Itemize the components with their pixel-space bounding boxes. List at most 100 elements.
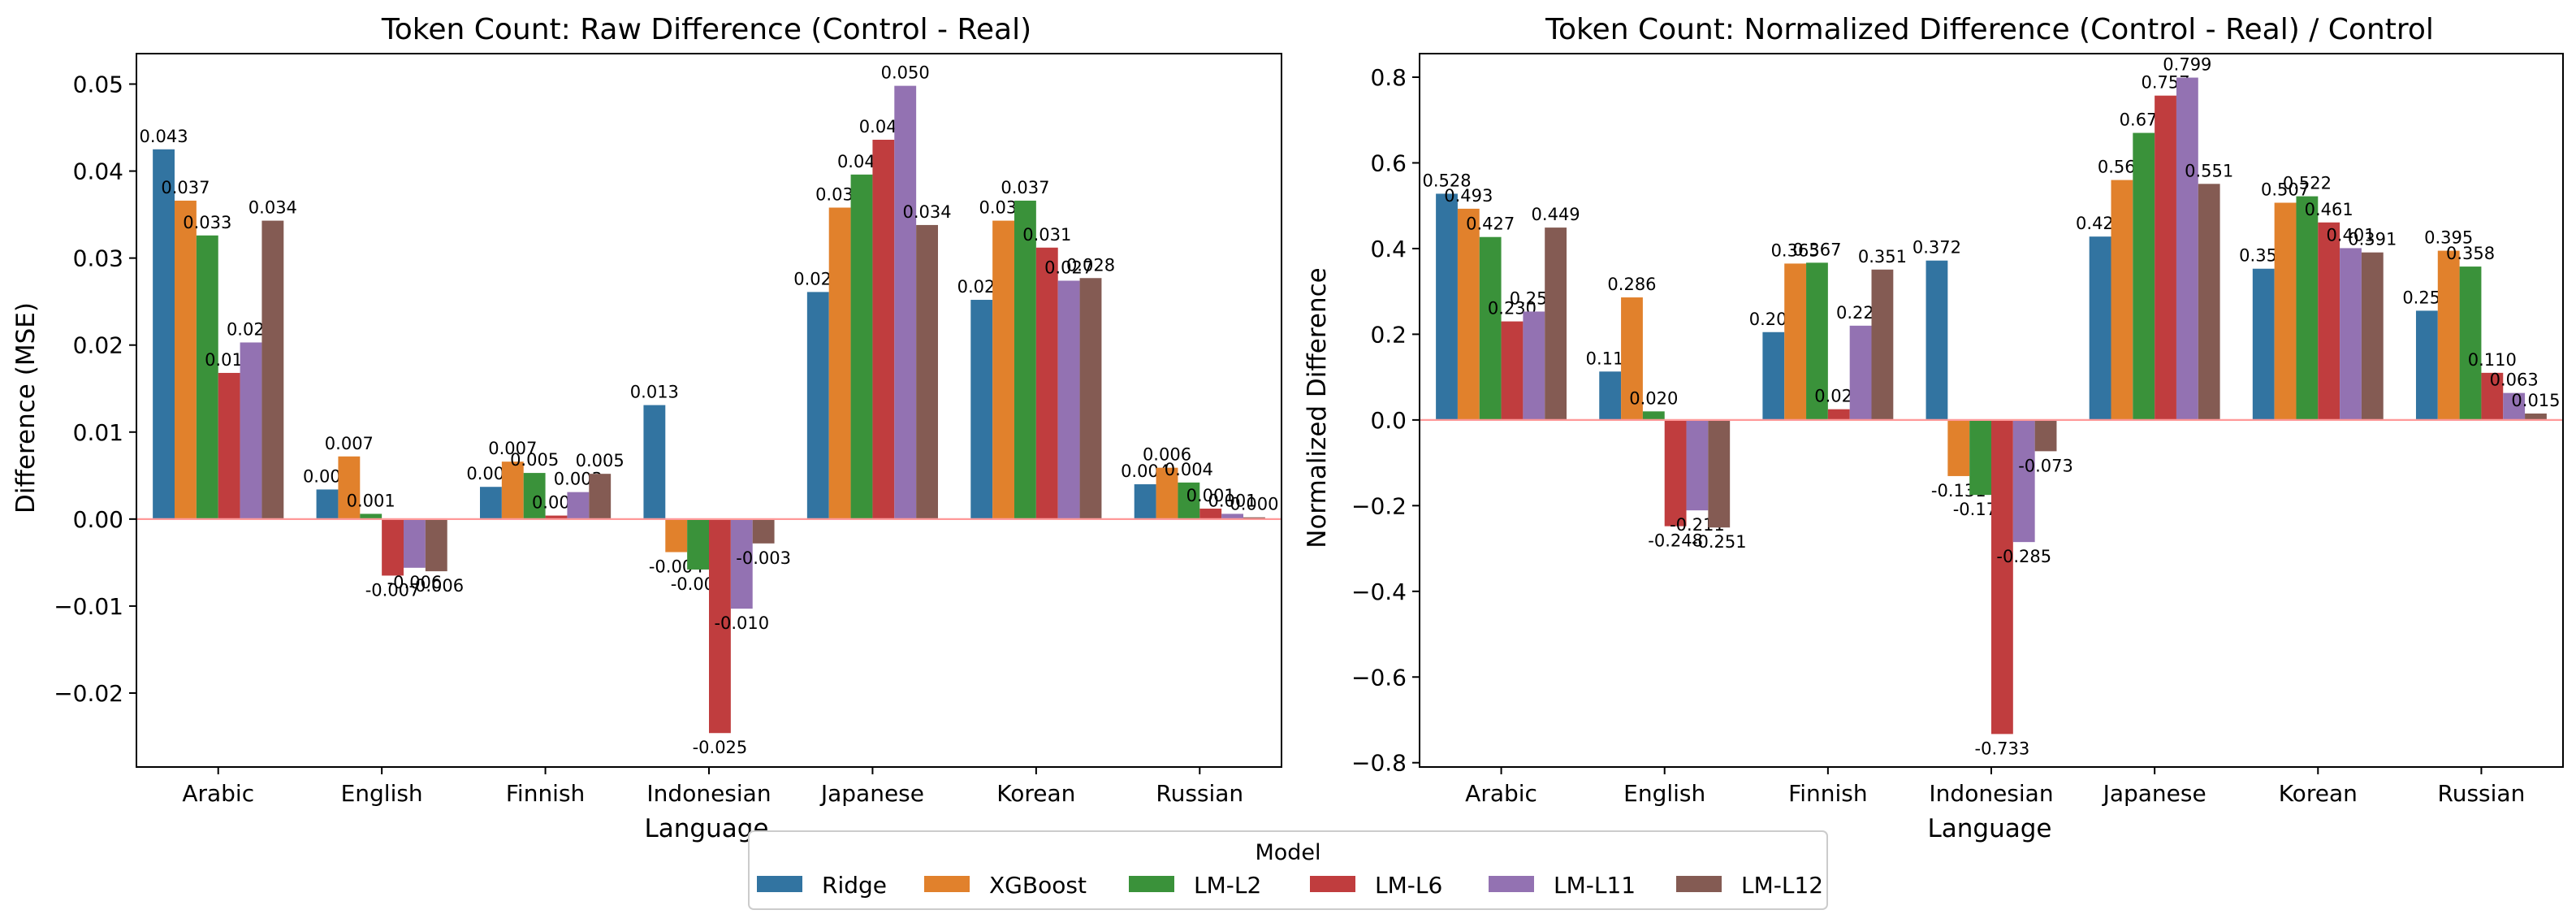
bar-lm-l6-japanese <box>2155 95 2176 420</box>
data-label: 0.358 <box>2446 244 2495 263</box>
x-tick-label: English <box>1623 780 1705 807</box>
bar-lm-l12-russian <box>2525 413 2547 420</box>
bar-lm-l2-english <box>360 514 383 519</box>
bar-lm-l11-japanese <box>2176 77 2198 420</box>
bar-lm-l11-indonesian <box>2012 419 2035 543</box>
bar-lm-l2-korean <box>1014 200 1036 519</box>
data-label: 0.286 <box>1607 275 1656 294</box>
plot-area: 0.5280.1130.2050.3720.4280.3530.2550.493… <box>1351 53 2564 807</box>
bar-ridge-japanese <box>806 292 829 519</box>
y-tick-label: −0.2 <box>1351 492 1407 519</box>
bar-lm-l2-russian <box>2459 266 2482 420</box>
data-label: 0.493 <box>1444 186 1493 206</box>
data-label: 0.007 <box>325 434 374 453</box>
bar-lm-l6-indonesian <box>709 518 731 734</box>
legend-title: Model <box>1255 840 1320 865</box>
bar-lm-l6-english <box>382 518 404 576</box>
chart-raw-difference: Token Count: Raw Difference (Control - R… <box>11 13 1282 843</box>
x-tick-label: Korean <box>996 780 1075 807</box>
bar-lm-l12-indonesian <box>752 518 775 544</box>
bar-lm-l6-arabic <box>1501 321 1524 420</box>
bar-lm-l6-arabic <box>218 372 240 519</box>
x-axis-label: Language <box>1928 814 2052 843</box>
bar-lm-l11-finnish <box>567 492 590 519</box>
data-label: 0.461 <box>2305 200 2353 219</box>
bar-lm-l2-indonesian <box>1969 419 1991 496</box>
data-label: -0.251 <box>1692 532 1747 552</box>
data-label: -0.006 <box>387 573 443 592</box>
x-tick-label: Russian <box>2438 780 2526 807</box>
bar-lm-l12-japanese <box>2198 184 2220 420</box>
data-label: 0.033 <box>183 213 231 232</box>
bar-ridge-finnish <box>1762 332 1785 420</box>
legend-swatch <box>1489 876 1534 892</box>
bar-lm-l6-korean <box>2318 222 2340 420</box>
bar-ridge-korean <box>970 300 993 519</box>
bar-lm-l12-korean <box>1079 278 1102 519</box>
data-label: 0.034 <box>249 198 297 218</box>
data-label: 0.004 <box>1165 460 1213 479</box>
bar-xgboost-english <box>338 456 361 519</box>
data-label: 0.063 <box>2490 370 2539 390</box>
bar-lm-l2-japanese <box>850 174 873 519</box>
bar-xgboost-russian <box>1156 467 1178 519</box>
bar-lm-l12-finnish <box>1871 269 1894 420</box>
data-label: -0.025 <box>693 738 748 757</box>
data-label: 0.395 <box>2424 228 2473 248</box>
y-tick-label: 0.4 <box>1370 236 1407 262</box>
bar-ridge-indonesian <box>1926 260 1948 420</box>
data-label: -0.073 <box>2018 456 2073 475</box>
bar-xgboost-japanese <box>828 207 851 519</box>
bar-lm-l11-korean <box>2340 248 2362 420</box>
data-label: 0.027 <box>1044 258 1093 277</box>
y-tick-label: −0.6 <box>1351 664 1407 691</box>
legend-label: LM-L11 <box>1554 872 1636 899</box>
data-label: 0.427 <box>1466 214 1515 234</box>
y-tick-label: −0.02 <box>54 680 123 707</box>
bar-xgboost-korean <box>2274 202 2297 420</box>
y-axis-label: Difference (MSE) <box>11 302 41 514</box>
y-tick-label: 0.8 <box>1370 64 1407 91</box>
x-tick-label: Japanese <box>819 780 924 807</box>
data-label: 0.013 <box>630 383 679 402</box>
y-tick-label: 0.04 <box>73 158 123 185</box>
bar-ridge-korean <box>2252 268 2275 420</box>
y-tick-label: −0.8 <box>1351 750 1407 777</box>
bar-lm-l6-korean <box>1035 247 1058 519</box>
y-axis-label: Normalized Difference <box>1303 267 1332 548</box>
bar-lm-l12-korean <box>2361 252 2384 420</box>
bar-xgboost-indonesian <box>665 518 688 552</box>
bar-lm-l11-finnish <box>1849 325 1872 420</box>
bar-lm-l2-korean <box>2296 196 2319 420</box>
bar-lm-l11-arabic <box>240 342 262 519</box>
bar-ridge-finnish <box>480 487 502 519</box>
bar-ridge-english <box>316 489 339 519</box>
bar-lm-l2-arabic <box>196 235 218 519</box>
bar-xgboost-russian <box>2437 250 2460 420</box>
data-label: 0.037 <box>1001 178 1049 197</box>
bar-lm-l2-finnish <box>523 473 546 519</box>
data-label: 0.020 <box>1629 388 1678 408</box>
bar-lm-l6-russian <box>1199 508 1222 519</box>
bar-lm-l12-arabic <box>261 220 284 519</box>
legend-swatch <box>757 876 802 892</box>
data-label: 0.034 <box>903 202 952 222</box>
y-tick-label: 0.2 <box>1370 321 1407 348</box>
x-tick-label: Japanese <box>2102 780 2206 807</box>
bar-lm-l11-english <box>404 518 426 568</box>
bar-xgboost-finnish <box>501 462 524 519</box>
legend-label: LM-L6 <box>1375 872 1442 899</box>
bar-ridge-arabic <box>1436 193 1458 420</box>
bar-lm-l2-russian <box>1178 482 1200 519</box>
bar-lm-l6-russian <box>2481 372 2504 420</box>
x-tick-label: Arabic <box>182 780 254 807</box>
chart-normalized-difference: Token Count: Normalized Difference (Cont… <box>1303 13 2564 843</box>
bar-lm-l12-arabic <box>1545 228 1567 420</box>
chart-title: Token Count: Normalized Difference (Cont… <box>1545 13 2434 46</box>
x-tick-label: English <box>341 780 423 807</box>
bar-lm-l11-english <box>1686 419 1709 511</box>
bar-xgboost-japanese <box>2111 180 2133 420</box>
y-tick-label: 0.6 <box>1370 150 1407 176</box>
bar-lm-l6-finnish <box>545 515 568 519</box>
bar-lm-l11-russian <box>2503 392 2526 420</box>
